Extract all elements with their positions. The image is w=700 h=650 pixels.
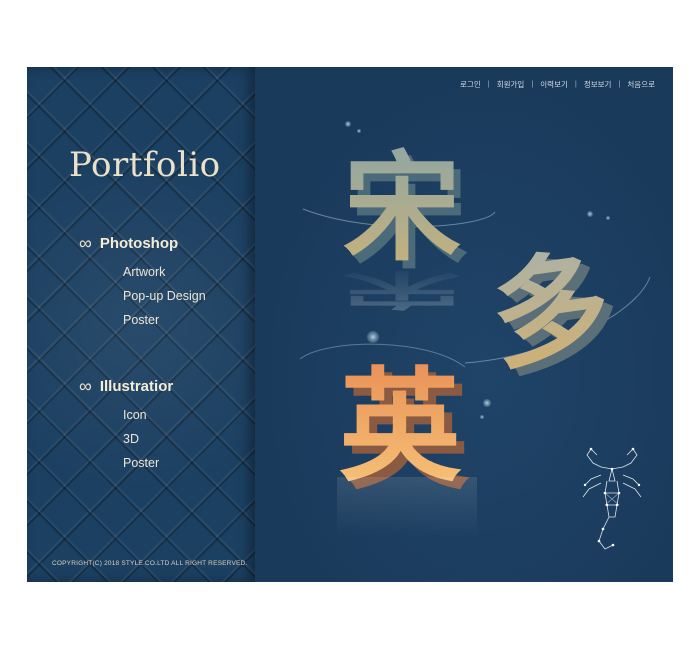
submenu-item-poster[interactable]: Poster — [123, 313, 160, 327]
submenu-photoshop: Artwork Pop-up Design Poster — [79, 260, 206, 332]
infinity-icon: ∞ — [79, 233, 92, 253]
orbit-line — [302, 208, 496, 228]
menu-group-illustrator: ∞ Illustratior Icon 3D Poster — [79, 376, 173, 475]
character-reflection — [337, 477, 477, 537]
nav-home[interactable]: 처음으로 — [627, 80, 655, 89]
portfolio-title: Portfolio — [69, 145, 221, 185]
bubble-dot — [606, 216, 610, 220]
artwork-characters: 宋 宋 宋 多 多 英 英 — [299, 121, 651, 537]
bubble-dot — [345, 121, 351, 127]
nav-login[interactable]: 로그인 — [460, 80, 481, 89]
top-navigation: 로그인 | 회원가입 | 이력보기 | 정보보기 | 처음으로 — [460, 79, 655, 90]
orbit-line — [299, 343, 466, 368]
artwork-stage: 로그인 | 회원가입 | 이력보기 | 정보보기 | 처음으로 — [255, 67, 673, 582]
infinity-icon: ∞ — [79, 376, 92, 396]
nav-history[interactable]: 이력보기 — [540, 80, 568, 89]
character-reflection: 宋 — [343, 265, 461, 313]
page-frame: Portfolio ∞ Photoshop Artwork Pop-up Des… — [27, 67, 673, 582]
bubble-dot — [587, 211, 593, 217]
menu-group-label: Photoshop — [99, 235, 179, 252]
nav-separator: | — [531, 79, 534, 88]
bubble-dot — [483, 399, 491, 407]
bubble-dot — [367, 331, 379, 343]
character-shadow: 多 — [491, 241, 627, 394]
character-shadow: 宋 — [350, 147, 468, 285]
submenu-item-poster[interactable]: Poster — [123, 456, 160, 470]
submenu-item-3d[interactable]: 3D — [123, 432, 139, 446]
character-ying: 英 — [339, 356, 462, 498]
nav-separator: | — [487, 79, 490, 88]
submenu-item-icon[interactable]: Icon — [123, 408, 147, 422]
submenu-item-artwork[interactable]: Artwork — [123, 265, 166, 279]
menu-group-title-illustrator[interactable]: ∞ Illustratior — [79, 376, 173, 397]
nav-separator: | — [618, 79, 621, 88]
nav-signup[interactable]: 회원가입 — [496, 80, 525, 89]
menu-group-title-photoshop[interactable]: ∞ Photoshop — [79, 233, 206, 254]
copyright-text: COPYRIGHT(C) 2018 STYLE CO.LTD ALL RIGHT… — [52, 560, 248, 567]
menu-group-label: Illustratior — [99, 378, 174, 395]
character-da: 多 — [482, 234, 618, 387]
bubble-dot — [357, 129, 361, 133]
scorpion-constellation-icon — [582, 447, 642, 550]
sidebar: Portfolio ∞ Photoshop Artwork Pop-up Des… — [27, 67, 255, 582]
menu-group-photoshop: ∞ Photoshop Artwork Pop-up Design Poster — [79, 233, 206, 332]
nav-separator: | — [574, 79, 577, 88]
submenu-item-popup-design[interactable]: Pop-up Design — [123, 289, 206, 303]
nav-info[interactable]: 정보보기 — [583, 80, 612, 89]
orbit-line — [464, 276, 651, 364]
bubble-dot — [480, 415, 484, 419]
character-song: 宋 — [343, 139, 461, 277]
submenu-illustrator: Icon 3D Poster — [79, 403, 173, 475]
